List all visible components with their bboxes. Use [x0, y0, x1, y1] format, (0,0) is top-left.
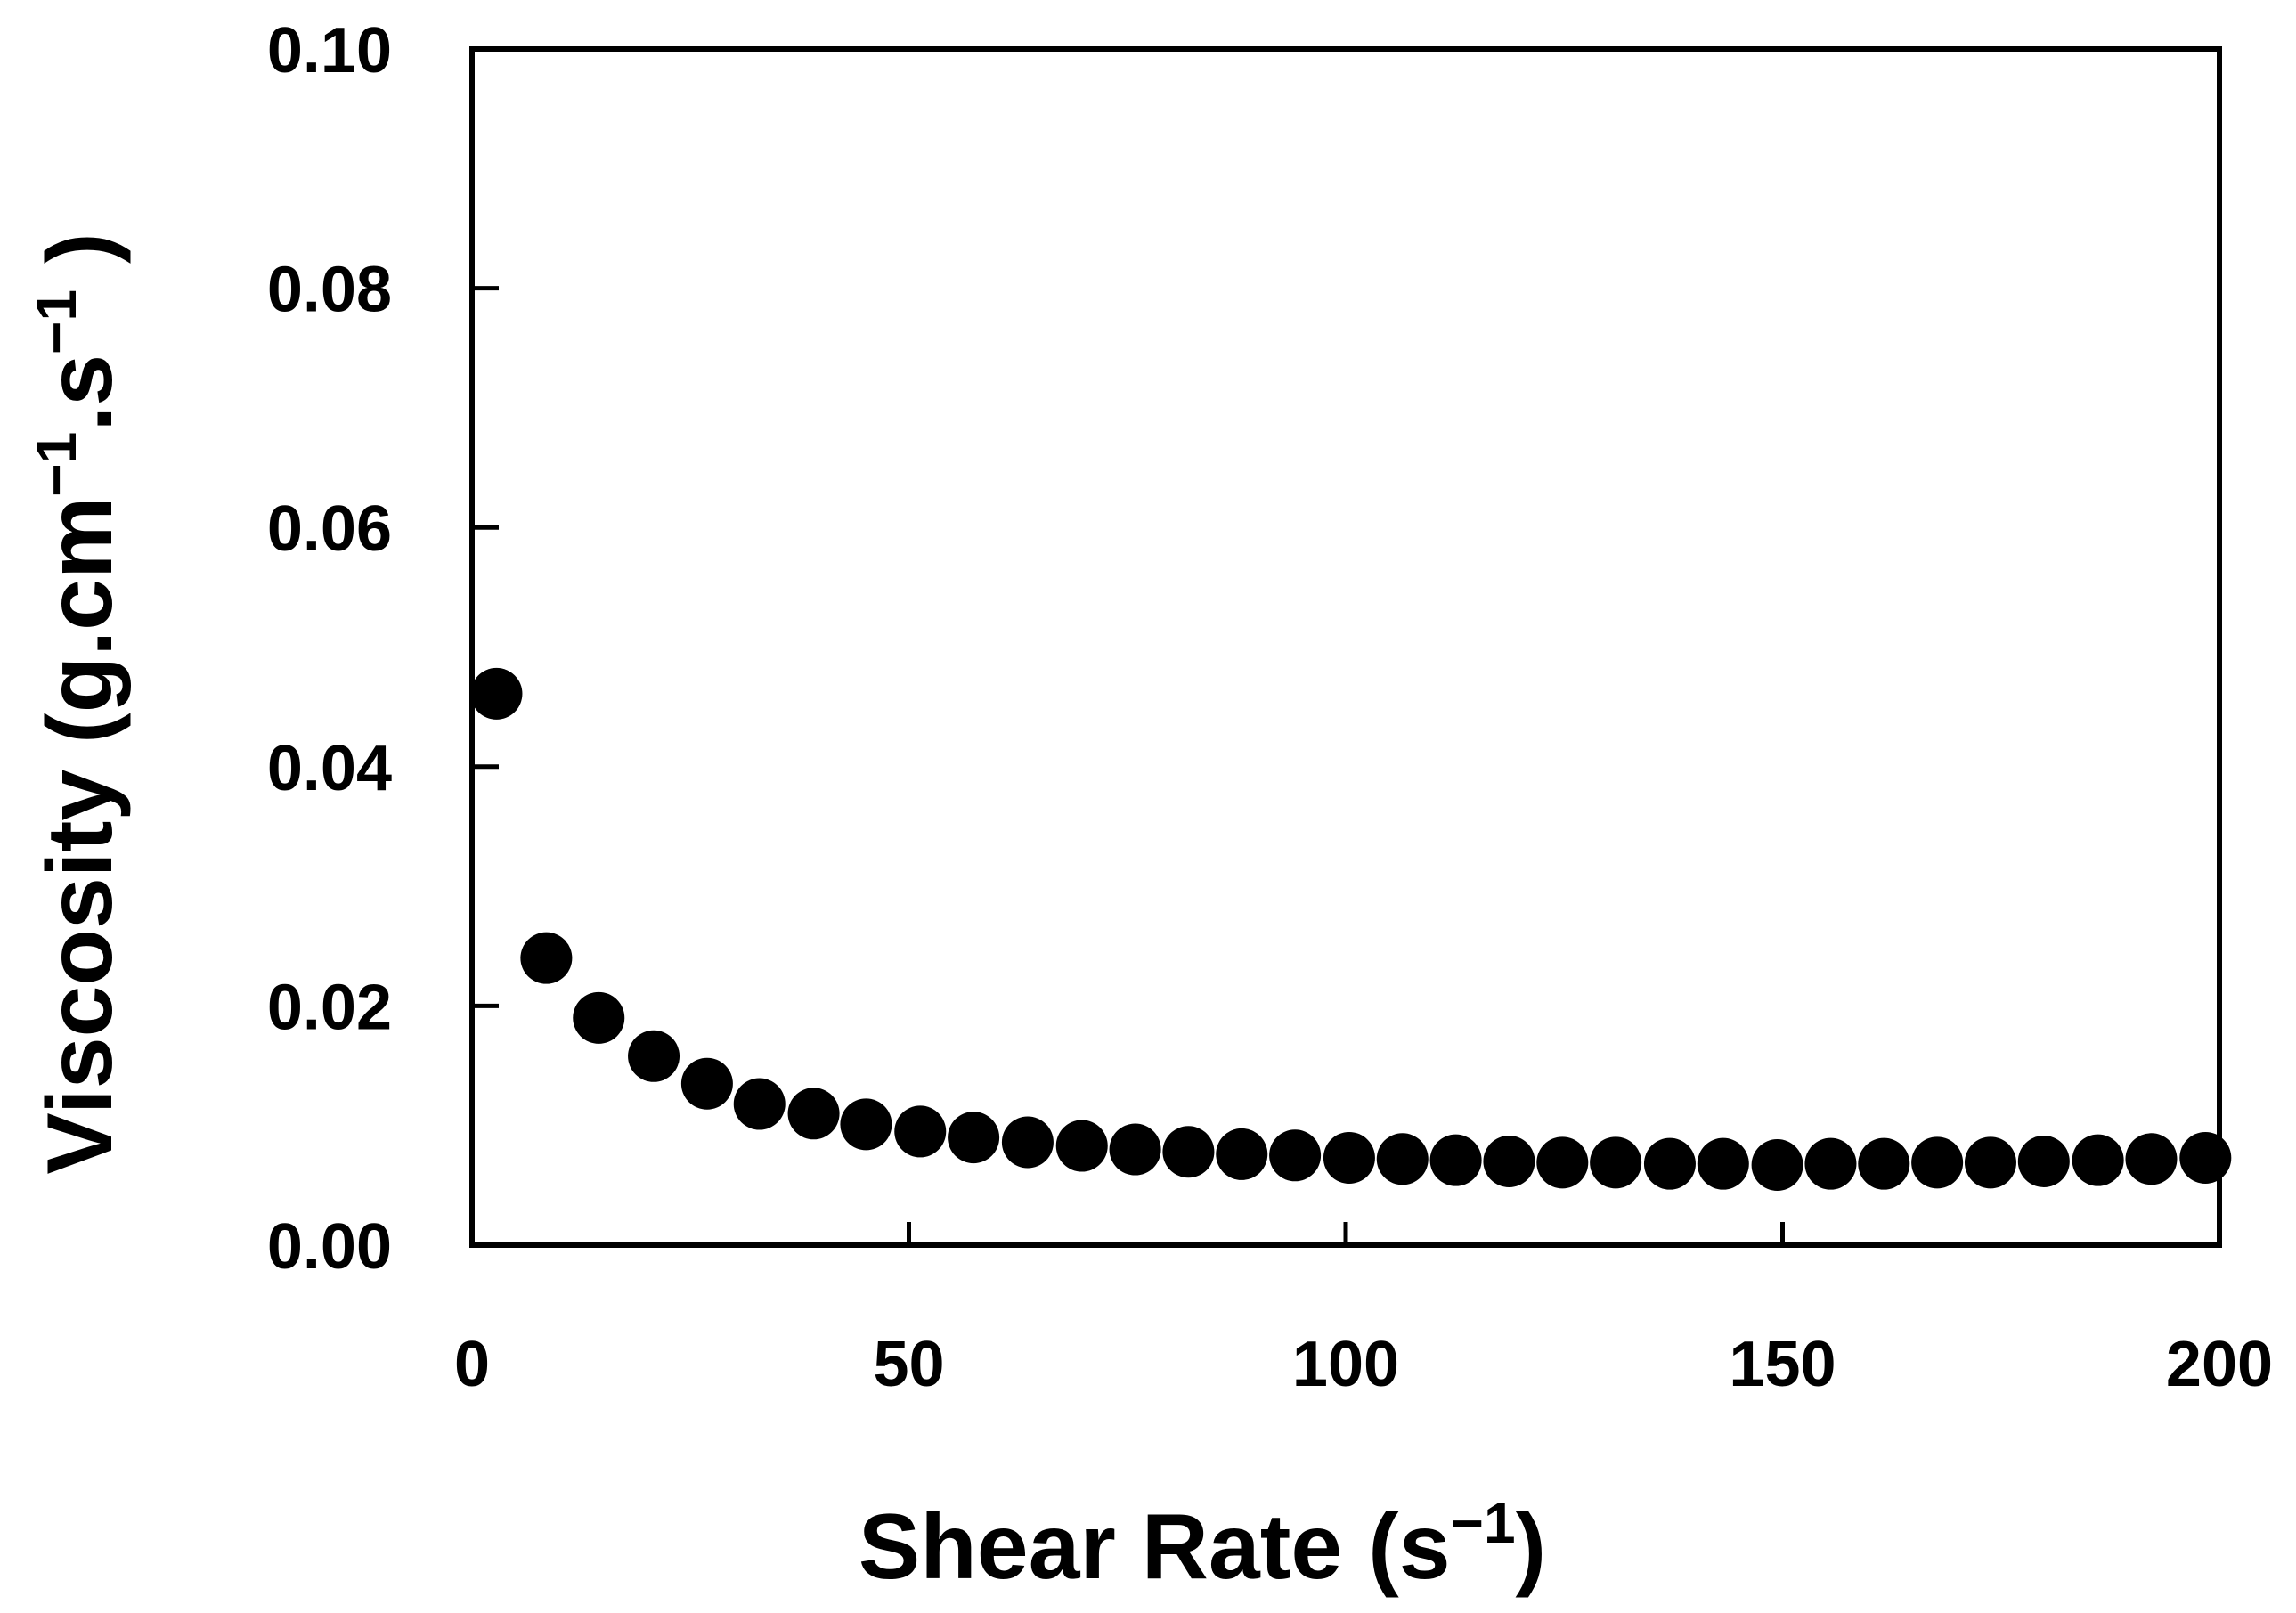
- data-point: [840, 1098, 892, 1151]
- data-point: [1590, 1136, 1642, 1189]
- data-point: [1109, 1123, 1161, 1176]
- x-tick-label: 50: [873, 1329, 944, 1400]
- data-point: [2072, 1134, 2124, 1186]
- x-tick-label: 100: [1292, 1329, 1399, 1400]
- data-point: [1751, 1139, 1803, 1192]
- y-tick-label: 0.08: [267, 255, 392, 326]
- data-point: [948, 1112, 1000, 1164]
- data-point: [1376, 1133, 1429, 1185]
- x-tick-label: 200: [2166, 1329, 2273, 1400]
- y-tick-label: 0.04: [267, 733, 392, 804]
- data-point: [2017, 1135, 2070, 1187]
- x-tick-label: 0: [454, 1329, 490, 1400]
- y-tick-label: 0.10: [267, 15, 392, 86]
- data-point: [1643, 1137, 1696, 1190]
- data-point: [680, 1057, 733, 1110]
- y-tick-label: 0.02: [267, 972, 392, 1043]
- data-point: [1911, 1136, 1964, 1189]
- data-point: [520, 932, 573, 984]
- data-point: [1536, 1136, 1589, 1189]
- data-point: [573, 991, 625, 1044]
- plot-area-frame: [469, 46, 2222, 1248]
- data-point: [1323, 1131, 1375, 1184]
- data-point: [1429, 1134, 1482, 1186]
- data-point: [628, 1030, 680, 1082]
- x-tick-labels: 0 50 100 150 200: [454, 1329, 2273, 1400]
- y-tick-label: 0.00: [267, 1211, 392, 1283]
- data-point: [1483, 1135, 1535, 1187]
- data-point: [894, 1105, 947, 1158]
- data-point: [1001, 1116, 1054, 1169]
- data-point: [1162, 1126, 1215, 1178]
- ticks-layer: [472, 286, 1785, 1245]
- data-point: [1804, 1137, 1857, 1190]
- x-axis-title: Shear Rate (s−1): [859, 1491, 1546, 1599]
- x-tick-label: 150: [1729, 1329, 1836, 1400]
- data-point: [2125, 1133, 2178, 1185]
- data-point: [1055, 1120, 1108, 1172]
- data-point: [733, 1078, 786, 1130]
- y-tick-labels: 0.00 0.02 0.04 0.06 0.08 0.10: [267, 15, 392, 1283]
- data-point: [2179, 1131, 2232, 1184]
- data-point: [1858, 1137, 1910, 1190]
- data-point: [1216, 1128, 1268, 1180]
- y-tick-label: 0.06: [267, 493, 392, 565]
- data-point: [1964, 1136, 2016, 1189]
- data-point: [1697, 1137, 1749, 1190]
- y-axis-title: Viscosity (g.cm−1.s−1 ): [24, 232, 132, 1174]
- data-points-layer: [470, 667, 2232, 1192]
- data-point: [470, 667, 523, 720]
- data-point: [1269, 1129, 1322, 1182]
- data-point: [787, 1088, 840, 1140]
